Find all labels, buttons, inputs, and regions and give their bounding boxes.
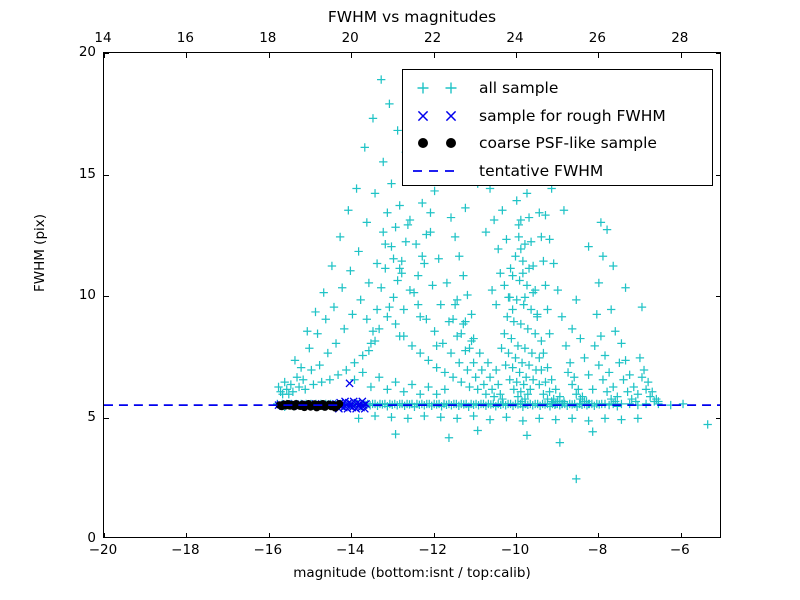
y-tick-left (104, 53, 109, 55)
y-tick-label: 20 (78, 44, 96, 60)
y-tick-right (715, 417, 720, 419)
x-tick-bottom (433, 532, 435, 537)
x-tick-label-top: 22 (424, 30, 442, 46)
x-tick-label-top: 16 (176, 30, 194, 46)
x-tick-top (516, 53, 518, 58)
x-tick-bottom (598, 532, 600, 537)
y-tick-right (715, 174, 720, 176)
x-tick-bottom (104, 532, 106, 537)
x-tick-label-top: 24 (506, 30, 524, 46)
x-tick-label-bottom: −8 (587, 542, 608, 558)
x-tick-label-bottom: −10 (500, 542, 530, 558)
series-sample-for-rough-fwhm (274, 379, 371, 413)
legend-label: tentative FWHM (479, 161, 604, 180)
x-tick-label-top: 28 (671, 30, 689, 46)
legend-item[interactable]: sample for rough FWHM (403, 102, 712, 130)
legend-label: all sample (479, 79, 559, 97)
x-tick-label-bottom: −12 (418, 542, 447, 558)
y-axis-label: FWHM (pix) (32, 213, 48, 293)
x-tick-label-bottom: −20 (88, 542, 118, 558)
legend-marker-x (403, 102, 471, 130)
x-tick-bottom (268, 532, 270, 537)
y-tick-left (104, 174, 109, 176)
series-coarse-psf-like-sample (275, 400, 344, 412)
legend-marker-line-dashed (403, 157, 471, 185)
x-tick-top (351, 53, 353, 58)
x-tick-label-bottom: −6 (669, 542, 690, 558)
y-tick-left (104, 417, 109, 419)
legend-item[interactable]: coarse PSF-like sample (403, 129, 712, 157)
page-title: FWHM vs magnitudes (327, 8, 497, 26)
y-tick-label: 15 (78, 165, 96, 182)
legend-marker-- (403, 74, 471, 102)
x-tick-label-top: 18 (259, 30, 277, 46)
x-tick-top (433, 53, 435, 58)
x-tick-label-top: 26 (588, 30, 606, 46)
x-tick-label-bottom: −16 (253, 542, 283, 558)
x-axis-label: magnitude (bottom:isnt / top:calib) (293, 565, 531, 581)
y-tick-right (715, 296, 720, 298)
legend-label: sample for rough FWHM (479, 106, 666, 125)
x-tick-top (268, 53, 270, 58)
legend-label: coarse PSF-like sample (479, 134, 657, 152)
legend-item[interactable]: all sample (403, 74, 712, 102)
x-tick-label-top: 14 (94, 30, 112, 46)
y-tick-label: 5 (87, 408, 96, 425)
y-tick-label: 10 (78, 287, 96, 303)
legend: all sample sample for rough FWHM coarse PS… (402, 69, 713, 186)
y-tick-right (715, 53, 720, 55)
x-tick-bottom (186, 532, 188, 537)
x-tick-bottom (516, 532, 518, 537)
x-tick-top (104, 53, 106, 58)
x-tick-label-bottom: −14 (335, 542, 365, 558)
legend-marker-o (403, 129, 471, 157)
x-tick-top (598, 53, 600, 58)
x-tick-label-top: 20 (341, 30, 359, 46)
x-tick-bottom (680, 532, 682, 537)
y-tick-label: 0 (87, 530, 96, 546)
legend-item[interactable]: tentative FWHM (403, 157, 712, 185)
x-tick-bottom (351, 532, 353, 537)
x-tick-label-bottom: −18 (171, 542, 200, 558)
x-tick-top (680, 53, 682, 58)
x-tick-top (186, 53, 188, 58)
y-tick-left (104, 296, 109, 298)
